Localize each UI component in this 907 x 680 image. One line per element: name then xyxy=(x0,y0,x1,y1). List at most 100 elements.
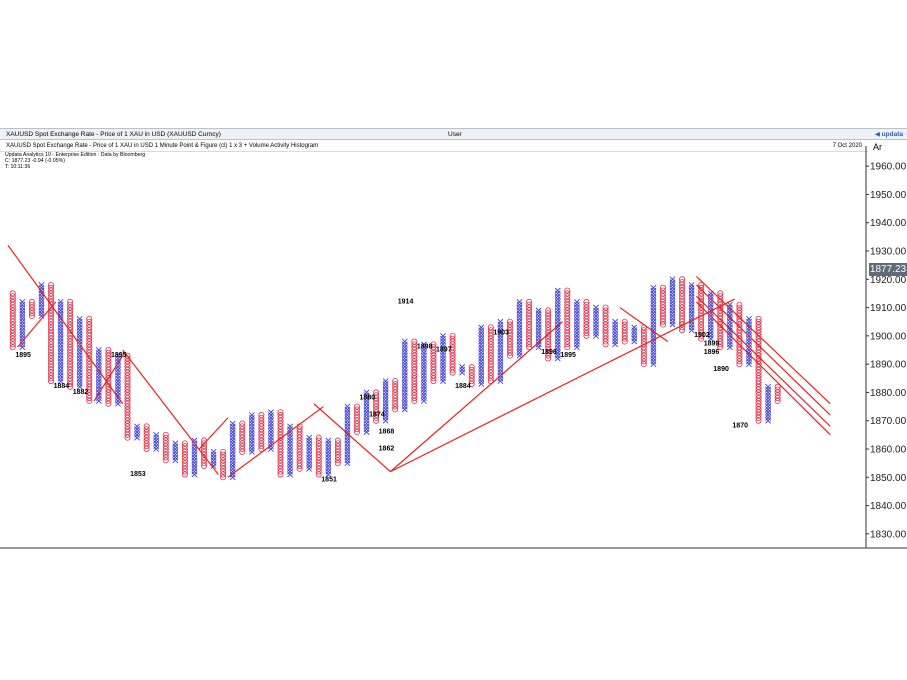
o-mark xyxy=(583,324,590,331)
x-mark xyxy=(669,313,676,319)
o-mark xyxy=(583,321,590,328)
x-mark xyxy=(76,324,83,331)
o-mark xyxy=(411,389,418,396)
o-mark xyxy=(86,355,93,362)
x-mark xyxy=(401,366,408,373)
x-mark xyxy=(420,395,427,402)
o-mark xyxy=(48,318,55,325)
o-mark xyxy=(67,341,74,348)
x-mark xyxy=(669,279,676,286)
x-mark xyxy=(287,451,293,458)
x-mark xyxy=(478,332,485,339)
x-mark xyxy=(401,344,408,351)
o-mark xyxy=(449,338,456,345)
x-mark xyxy=(707,324,714,331)
x-mark xyxy=(363,426,370,433)
o-mark xyxy=(315,448,322,455)
x-mark xyxy=(420,344,427,351)
x-mark xyxy=(57,369,64,376)
x-mark xyxy=(669,276,676,283)
o-mark xyxy=(545,330,552,337)
o-mark xyxy=(602,318,609,325)
x-mark xyxy=(497,327,504,334)
x-mark xyxy=(573,338,580,345)
annotation-label: 1884 xyxy=(54,383,70,390)
o-mark xyxy=(220,465,227,472)
pf-column-o xyxy=(736,301,743,368)
x-mark xyxy=(344,426,351,433)
x-mark xyxy=(76,375,83,382)
annotation-label: 1853 xyxy=(130,471,146,478)
x-mark xyxy=(726,327,733,334)
o-mark xyxy=(67,327,74,334)
x-mark xyxy=(382,397,389,404)
y-tick-label: 1910.00 xyxy=(870,303,907,314)
x-mark xyxy=(248,429,255,435)
o-mark xyxy=(564,293,571,300)
x-mark xyxy=(287,457,293,464)
o-mark xyxy=(736,324,743,331)
x-mark xyxy=(172,440,179,447)
o-mark xyxy=(86,344,93,351)
x-mark xyxy=(153,446,160,452)
o-mark xyxy=(602,321,609,328)
o-mark xyxy=(755,403,762,410)
o-mark xyxy=(640,341,647,348)
annotation-label: 1902 xyxy=(694,332,710,339)
x-mark xyxy=(516,335,523,342)
chart-description: XAUUSD Spot Exchange Rate - Price of 1 X… xyxy=(6,143,319,149)
o-mark xyxy=(679,310,686,317)
x-mark xyxy=(306,454,313,461)
x-mark xyxy=(478,327,485,334)
o-mark xyxy=(545,313,552,320)
o-mark xyxy=(755,386,762,393)
x-mark xyxy=(478,381,485,387)
x-mark xyxy=(554,287,561,294)
o-mark xyxy=(277,426,284,433)
x-mark xyxy=(535,332,542,339)
x-mark xyxy=(57,347,64,353)
annotation-label: 1862 xyxy=(379,445,395,452)
o-mark xyxy=(640,346,647,353)
o-mark xyxy=(86,327,93,334)
o-mark xyxy=(315,437,322,444)
o-mark xyxy=(105,380,112,387)
x-mark xyxy=(497,344,504,351)
axis-corner-label[interactable]: Ar xyxy=(873,142,882,152)
x-mark xyxy=(19,341,26,348)
x-mark xyxy=(420,392,427,399)
x-mark xyxy=(268,420,274,427)
x-mark xyxy=(650,315,657,322)
o-mark xyxy=(392,378,399,385)
o-mark xyxy=(526,310,533,317)
x-mark xyxy=(650,352,657,359)
o-mark xyxy=(353,423,360,430)
o-mark xyxy=(296,448,303,455)
x-mark xyxy=(631,330,638,336)
x-mark xyxy=(344,443,351,450)
o-mark xyxy=(48,296,55,303)
o-mark xyxy=(506,344,513,351)
o-mark xyxy=(86,346,93,353)
o-mark xyxy=(736,346,743,353)
x-mark xyxy=(573,324,580,331)
x-mark xyxy=(765,414,772,421)
o-mark xyxy=(736,304,743,311)
x-mark xyxy=(420,361,427,368)
x-mark xyxy=(650,349,657,356)
x-mark xyxy=(382,392,389,399)
o-mark xyxy=(124,397,131,404)
o-mark xyxy=(48,335,55,342)
o-mark xyxy=(67,375,74,382)
o-mark xyxy=(67,313,74,320)
x-mark xyxy=(363,400,370,407)
x-mark xyxy=(401,389,408,396)
annotation-label: 1896 xyxy=(541,349,557,356)
x-mark xyxy=(57,321,64,328)
o-mark xyxy=(468,380,475,387)
y-tick-label: 1900.00 xyxy=(870,331,907,342)
o-mark xyxy=(698,293,705,300)
o-mark xyxy=(48,369,55,376)
x-mark xyxy=(573,310,580,317)
